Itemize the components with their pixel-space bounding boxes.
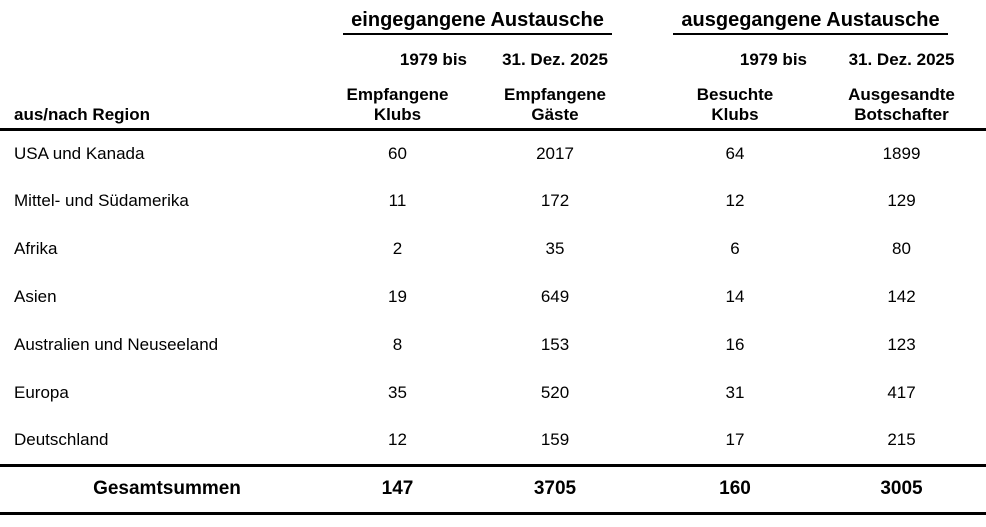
value-cell: 215	[887, 430, 916, 450]
col-header-sent-ambassadors: Ausgesandte Botschafter	[835, 75, 986, 131]
column-header-row: aus/nach Region Empfangene Klubs Empfang…	[0, 75, 986, 131]
col-header-line: Botschafter	[854, 104, 949, 124]
value-cell: 11	[388, 191, 407, 210]
col-header-line: Empfangene	[346, 84, 449, 104]
table-row: Mittel- und Südamerika 11 172 12 129	[0, 177, 986, 225]
period-row: 1979 bis 31. Dez. 2025 1979 bis 31. Dez.…	[0, 39, 986, 75]
totals-label: Gesamtsummen	[0, 463, 320, 515]
value-cell: 12	[388, 430, 407, 450]
outgoing-period-from: 1979 bis	[739, 50, 807, 69]
total-value-cell: 3705	[475, 463, 635, 515]
value-cell: 35	[388, 383, 407, 402]
total-value-cell: 3005	[835, 463, 986, 515]
col-header-line: Gäste	[531, 104, 579, 124]
value-cell: 35	[545, 239, 565, 258]
value-cell: 19	[388, 287, 407, 306]
incoming-period-from: 1979 bis	[399, 50, 467, 69]
incoming-exchanges-title: eingegangene Austausche	[343, 9, 612, 35]
value-cell: 123	[887, 335, 916, 354]
total-value-cell: 160	[635, 463, 835, 515]
outgoing-exchanges-title: ausgegangene Austausche	[673, 9, 948, 35]
region-cell: Europa	[14, 383, 69, 402]
outgoing-period-to: 31. Dez. 2025	[848, 50, 955, 69]
value-cell: 16	[725, 335, 745, 354]
col-header-line: Empfangene	[503, 84, 607, 104]
region-cell: USA und Kanada	[14, 143, 145, 163]
table-row: USA und Kanada 60 2017 64 1899	[0, 129, 986, 177]
col-header-region: aus/nach Region	[0, 75, 320, 131]
col-header-received-clubs: Empfangene Klubs	[320, 75, 475, 131]
value-cell: 2017	[536, 143, 574, 163]
incoming-period-to: 31. Dez. 2025	[502, 50, 608, 69]
region-cell: Afrika	[14, 239, 58, 258]
value-cell: 60	[388, 143, 407, 163]
value-cell: 159	[540, 430, 570, 450]
value-cell: 17	[725, 430, 745, 450]
value-cell: 2	[392, 239, 403, 258]
group-title-row: eingegangene Austausche ausgegangene Aus…	[0, 0, 986, 39]
region-cell: Mittel- und Südamerika	[14, 191, 189, 210]
table-row: Asien 19 649 14 142	[0, 273, 986, 321]
value-cell: 80	[892, 239, 911, 258]
value-cell: 14	[725, 287, 745, 306]
value-cell: 417	[887, 383, 916, 402]
value-cell: 153	[540, 335, 570, 354]
col-header-visited-clubs: Besuchte Klubs	[635, 75, 835, 131]
outgoing-group-title-cell: ausgegangene Austausche	[635, 0, 986, 39]
value-cell: 64	[725, 143, 745, 163]
col-header-line: Besuchte	[696, 84, 774, 104]
value-cell: 172	[540, 191, 570, 210]
region-cell: Australien und Neuseeland	[14, 335, 219, 354]
region-cell: Deutschland	[14, 430, 109, 450]
value-cell: 31	[725, 383, 745, 402]
value-cell: 1899	[882, 143, 921, 163]
value-cell: 8	[392, 335, 403, 354]
value-cell: 649	[540, 287, 570, 306]
col-header-line: Klubs	[711, 104, 759, 124]
value-cell: 142	[887, 287, 916, 306]
col-header-line: Ausgesandte	[848, 84, 955, 104]
value-cell: 6	[730, 239, 740, 258]
spacer-cell	[0, 39, 320, 75]
exchange-statistics-table: eingegangene Austausche ausgegangene Aus…	[0, 0, 986, 515]
region-cell: Asien	[14, 287, 57, 306]
value-cell: 12	[725, 191, 745, 210]
spacer-cell	[0, 0, 320, 39]
value-cell: 129	[887, 191, 916, 210]
table-row: Australien und Neuseeland 8 153 16 123	[0, 321, 986, 369]
total-value-cell: 147	[320, 463, 475, 515]
table-row: Afrika 2 35 6 80	[0, 225, 986, 273]
value-cell: 520	[540, 383, 570, 402]
table-row: Europa 35 520 31 417	[0, 369, 986, 417]
table-row: Deutschland 12 159 17 215	[0, 417, 986, 465]
col-header-received-guests: Empfangene Gäste	[475, 75, 635, 131]
totals-row: Gesamtsummen 147 3705 160 3005	[0, 463, 986, 515]
incoming-group-title-cell: eingegangene Austausche	[320, 0, 635, 39]
col-header-line: Klubs	[373, 104, 422, 124]
